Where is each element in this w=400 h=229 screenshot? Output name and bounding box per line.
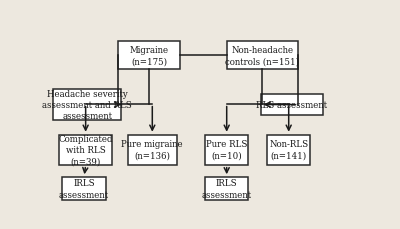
FancyBboxPatch shape (118, 42, 180, 70)
Text: Pure RLS
(n=10): Pure RLS (n=10) (206, 140, 247, 160)
FancyBboxPatch shape (227, 42, 298, 70)
FancyBboxPatch shape (53, 89, 121, 121)
FancyBboxPatch shape (205, 135, 248, 165)
Text: Pure migraine
(n=136): Pure migraine (n=136) (122, 140, 183, 160)
Text: IRLS
assessment: IRLS assessment (59, 179, 109, 199)
FancyBboxPatch shape (205, 177, 248, 200)
FancyBboxPatch shape (261, 95, 323, 116)
Text: Headache severity
assessment and RLS
assessment: Headache severity assessment and RLS ass… (42, 89, 132, 121)
Text: RLS assessment: RLS assessment (256, 101, 327, 109)
Text: Non-headache
controls (n=151): Non-headache controls (n=151) (225, 46, 300, 66)
FancyBboxPatch shape (128, 135, 177, 165)
FancyBboxPatch shape (62, 177, 106, 200)
Text: Migraine
(n=175): Migraine (n=175) (130, 46, 169, 66)
Text: Non-RLS
(n=141): Non-RLS (n=141) (269, 140, 308, 160)
Text: Complicated
with RLS
(n=39): Complicated with RLS (n=39) (58, 134, 113, 166)
FancyBboxPatch shape (59, 135, 112, 165)
FancyBboxPatch shape (267, 135, 310, 165)
Text: IRLS
assessment: IRLS assessment (202, 179, 252, 199)
